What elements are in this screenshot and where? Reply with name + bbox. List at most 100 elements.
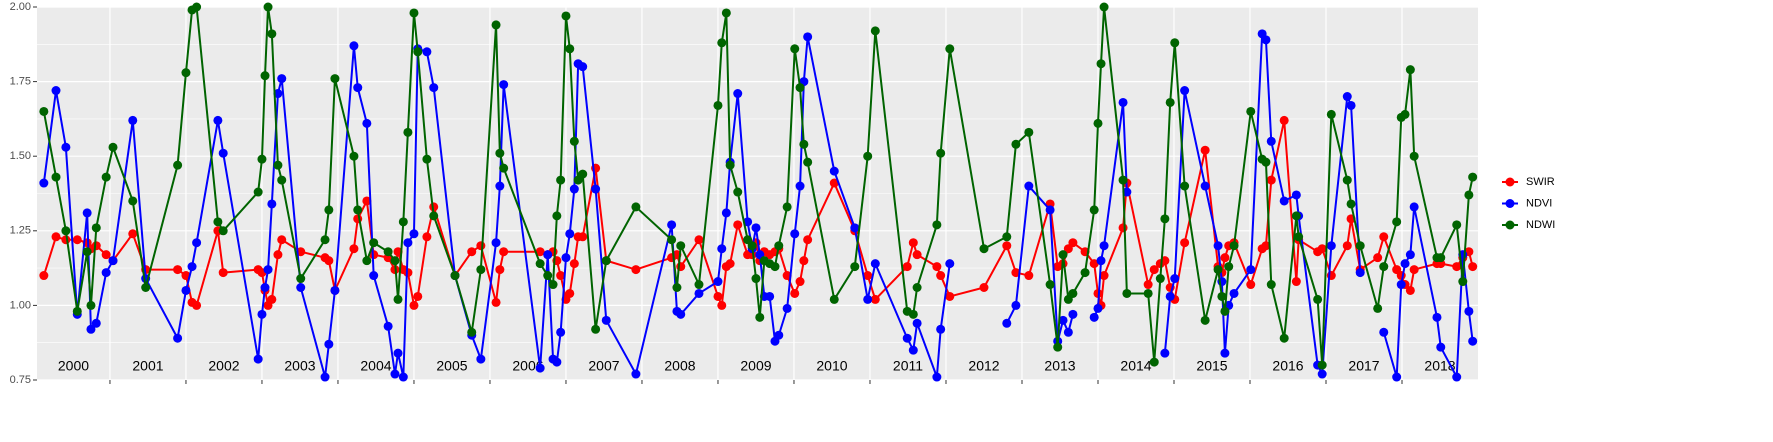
- data-point: [1155, 274, 1165, 284]
- year-label: 2007: [588, 358, 619, 374]
- data-point: [1093, 118, 1103, 128]
- data-point: [1002, 241, 1012, 251]
- data-point: [713, 277, 723, 287]
- data-point: [192, 300, 202, 310]
- data-point: [1261, 241, 1271, 251]
- data-point: [1160, 214, 1170, 224]
- data-point: [72, 306, 82, 316]
- data-point: [91, 223, 101, 233]
- year-label: 2005: [436, 358, 467, 374]
- data-point: [1200, 145, 1210, 155]
- data-point: [1342, 92, 1352, 102]
- data-point: [936, 148, 946, 158]
- data-point: [979, 282, 989, 292]
- year-label: 2017: [1348, 358, 1379, 374]
- data-point: [631, 265, 641, 275]
- data-point: [1170, 38, 1180, 48]
- data-point: [795, 181, 805, 191]
- data-point: [556, 175, 566, 185]
- data-point: [1405, 285, 1415, 295]
- data-point: [476, 265, 486, 275]
- y-tick-label: 2.00: [10, 1, 31, 13]
- data-point: [694, 235, 704, 245]
- data-point: [218, 268, 228, 278]
- data-point: [1452, 262, 1462, 272]
- data-point: [1118, 97, 1128, 107]
- data-point: [556, 327, 566, 337]
- data-point: [601, 256, 611, 266]
- data-point: [565, 229, 575, 239]
- year-label: 2004: [360, 358, 391, 374]
- data-point: [422, 47, 432, 57]
- data-point: [676, 241, 686, 251]
- data-point: [181, 285, 191, 295]
- data-point: [1279, 333, 1289, 343]
- legend-key-point: [1505, 220, 1515, 230]
- data-point: [1143, 288, 1153, 298]
- data-point: [1458, 277, 1468, 287]
- data-point: [790, 44, 800, 54]
- data-point: [755, 312, 765, 322]
- data-point: [795, 277, 805, 287]
- data-point: [1053, 342, 1063, 352]
- data-point: [349, 151, 359, 161]
- data-point: [565, 288, 575, 298]
- data-point: [1045, 280, 1055, 290]
- data-point: [1068, 238, 1078, 248]
- data-point: [1200, 315, 1210, 325]
- data-point: [1246, 280, 1256, 290]
- data-point: [1464, 306, 1474, 316]
- data-point: [467, 247, 477, 257]
- data-point: [296, 274, 306, 284]
- year-label: 2012: [968, 358, 999, 374]
- data-point: [782, 303, 792, 313]
- data-point: [39, 271, 49, 281]
- data-point: [1266, 136, 1276, 146]
- data-point: [1024, 181, 1034, 191]
- data-point: [1436, 342, 1446, 352]
- data-point: [362, 118, 372, 128]
- data-point: [1346, 100, 1356, 110]
- data-point: [1160, 348, 1170, 358]
- data-point: [676, 309, 686, 319]
- data-point: [1220, 253, 1230, 263]
- data-point: [1266, 280, 1276, 290]
- data-point: [296, 282, 306, 292]
- data-point: [578, 232, 588, 242]
- data-point: [181, 68, 191, 78]
- data-point: [631, 202, 641, 212]
- year-label: 2009: [740, 358, 771, 374]
- data-point: [1317, 360, 1327, 370]
- data-point: [829, 178, 839, 188]
- data-point: [1068, 288, 1078, 298]
- data-point: [1143, 280, 1153, 290]
- data-point: [561, 253, 571, 263]
- data-point: [850, 262, 860, 272]
- data-point: [1149, 265, 1159, 275]
- y-tick-label: 1.00: [10, 299, 31, 311]
- data-point: [569, 184, 579, 194]
- data-point: [1149, 357, 1159, 367]
- data-point: [774, 241, 784, 251]
- data-point: [253, 354, 263, 364]
- data-point: [476, 354, 486, 364]
- data-point: [1118, 223, 1128, 233]
- year-label: 2003: [284, 358, 315, 374]
- data-point: [1024, 127, 1034, 137]
- data-point: [51, 86, 61, 96]
- data-point: [1002, 318, 1012, 328]
- data-point: [267, 199, 277, 209]
- data-point: [91, 241, 101, 251]
- data-point: [1068, 309, 1078, 319]
- data-point: [353, 83, 363, 93]
- data-point: [717, 38, 727, 48]
- legend-key-point: [1505, 177, 1515, 187]
- data-point: [495, 265, 505, 275]
- data-point: [192, 2, 202, 12]
- data-point: [1011, 300, 1021, 310]
- data-point: [39, 178, 49, 188]
- data-point: [277, 74, 287, 84]
- data-point: [902, 262, 912, 272]
- data-point: [561, 11, 571, 21]
